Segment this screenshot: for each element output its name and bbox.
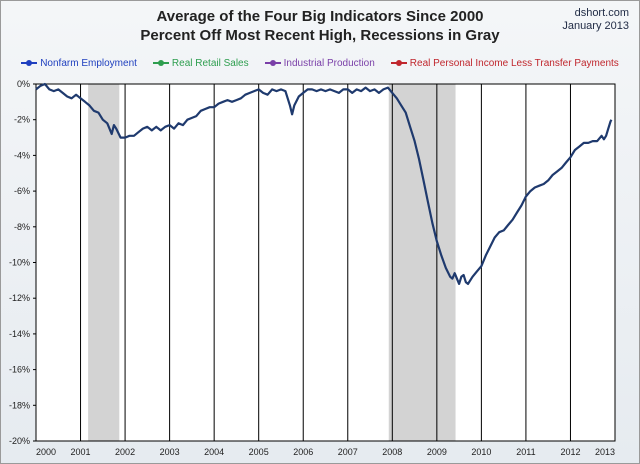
legend-label: Real Retail Sales — [171, 57, 249, 69]
legend-marker-icon — [390, 60, 407, 66]
chart-legend: Nonfarm Employment Real Retail Sales Indus… — [1, 56, 639, 70]
y-tick-label: -20% — [9, 436, 30, 446]
legend-marker-icon — [21, 60, 38, 66]
legend-label: Industrial Production — [283, 57, 375, 69]
chart-title-line-2: Percent Off Most Recent High, Recessions… — [140, 27, 500, 44]
y-tick-label: -2% — [14, 115, 30, 125]
recession-band-1 — [88, 84, 120, 441]
x-tick-label: 2011 — [516, 447, 535, 457]
legend-item: Industrial Production — [264, 56, 375, 70]
chart-credit: dshort.com January 2013 — [562, 7, 629, 33]
plot-border — [35, 83, 616, 442]
legend-item: Real Personal Income Less Transfer Payme… — [390, 56, 619, 70]
x-tick-label: 2001 — [71, 447, 91, 457]
x-tick-label: 2002 — [115, 447, 135, 457]
credit-date: January 2013 — [562, 20, 629, 32]
x-tick-label: 2013 — [595, 447, 615, 457]
legend-item: Nonfarm Employment — [21, 56, 137, 70]
y-tick-label: -12% — [9, 293, 30, 303]
y-tick-label: -16% — [9, 365, 30, 375]
y-tick-label: 0% — [17, 79, 30, 89]
legend-label: Nonfarm Employment — [40, 57, 137, 69]
x-tick-label: 2004 — [204, 447, 224, 457]
x-tick-label: 2008 — [382, 447, 402, 457]
legend-marker-icon — [264, 60, 281, 66]
chart-title: Average of the Four Big Indicators Since… — [1, 7, 639, 45]
x-tick-label: 2000 — [36, 447, 56, 457]
recession-band-2 — [388, 84, 456, 441]
y-tick-label: -8% — [14, 222, 30, 232]
x-tick-label: 2006 — [293, 447, 313, 457]
y-tick-label: -10% — [9, 258, 30, 268]
x-tick-label: 2005 — [249, 447, 269, 457]
x-tick-label: 2010 — [471, 447, 491, 457]
x-tick-label: 2009 — [427, 447, 447, 457]
credit-site: dshort.com — [574, 7, 629, 19]
legend-marker-icon — [152, 60, 169, 66]
y-tick-label: -6% — [14, 186, 30, 196]
x-tick-label: 2003 — [160, 447, 180, 457]
x-tick-label: 2007 — [338, 447, 358, 457]
y-tick-label: -14% — [9, 329, 30, 339]
y-tick-label: -18% — [9, 400, 30, 410]
legend-label: Real Personal Income Less Transfer Payme… — [409, 57, 619, 69]
plot-area — [36, 84, 615, 441]
chart-title-line-1: Average of the Four Big Indicators Since… — [156, 8, 484, 25]
series-line-1 — [35, 82, 613, 285]
y-tick-label: -4% — [14, 150, 30, 160]
legend-item: Real Retail Sales — [152, 56, 249, 70]
x-tick-label: 2012 — [560, 447, 580, 457]
